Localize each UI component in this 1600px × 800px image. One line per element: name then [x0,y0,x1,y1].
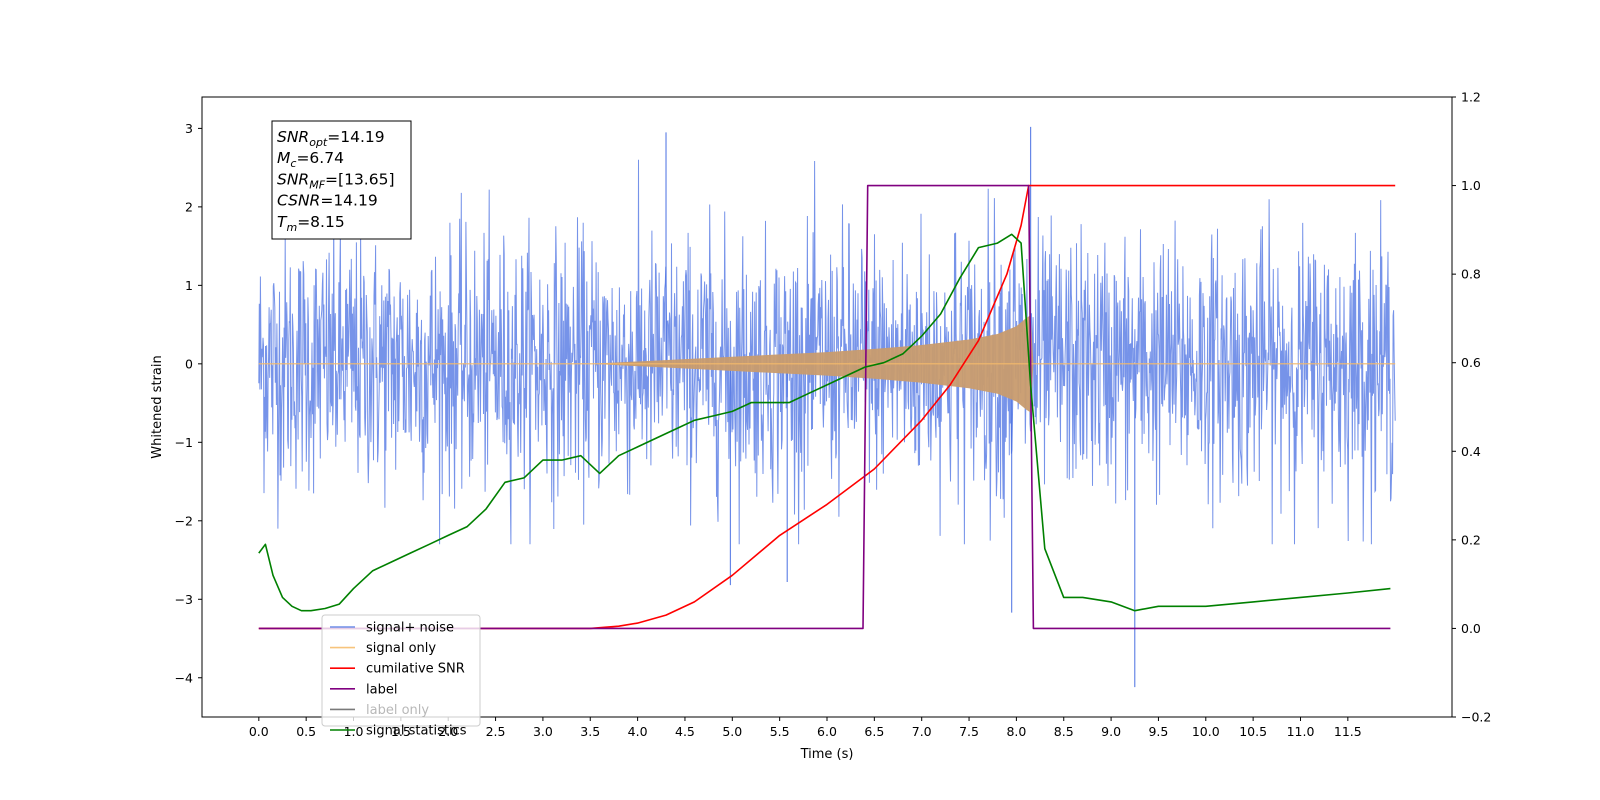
x-tick-label: 8.0 [1006,724,1026,739]
y-right-tick-label: 0.4 [1461,444,1481,459]
x-tick-label: 1.5 [391,724,411,739]
annotation-line: SNRMF=[13.65] [277,170,395,191]
annotation-box-frame [271,120,412,240]
y-left-tick-label: −4 [175,670,193,685]
annotation-line: Tm=8.15 [277,213,345,234]
x-tick-label: 9.0 [1101,724,1121,739]
y-axis-label-left: Whitened strain [150,355,165,458]
x-tick-label: 3.0 [533,724,553,739]
x-tick-label: 0.0 [249,724,269,739]
series-cumilative-snr-line [258,184,1396,630]
data-layer [258,126,1396,688]
x-tick-label: 9.5 [1148,724,1168,739]
annotation-box: SNRopt=14.19Mc=6.74SNRMF=[13.65]CSNR=14.… [271,120,412,240]
x-tick-label: 6.5 [864,724,884,739]
series-label-line [258,184,1391,630]
legend-frame [321,614,481,727]
series-signal-statistics-line [258,233,1391,612]
x-tick-label: 5.5 [770,724,790,739]
x-tick-label: 8.5 [1054,724,1074,739]
x-tick-label: 11.0 [1287,724,1315,739]
legend: signal+ noise signal only cumilative SNR la… [321,614,481,739]
x-tick-label: 7.5 [959,724,979,739]
series-signal-noise-line [258,159,1396,545]
annotation-line: CSNR=14.19 [277,192,378,210]
x-axis-label: Time (s) [800,747,854,762]
x-tick-label: 1.0 [344,724,364,739]
legend-label-signal-only: signal only [366,641,436,656]
x-tick-label: 10.5 [1239,724,1267,739]
x-tick-label: 4.0 [628,724,648,739]
x-tick-label: 5.0 [722,724,742,739]
annotation-line: Mc=6.74 [277,149,344,170]
x-tick-label: 10.0 [1192,724,1220,739]
y-left-tick-label: 3 [185,121,193,136]
legend-label-cumilative-snr: cumilative SNR [366,662,465,677]
x-tick-label: 3.5 [580,724,600,739]
y-right-tick-label: 0.6 [1461,355,1481,370]
x-tick-label: 6.0 [817,724,837,739]
x-tick-label: 11.5 [1334,724,1362,739]
x-tick-label: 7.0 [912,724,932,739]
y-right-tick-label: 0.8 [1461,267,1481,282]
x-tick-label: 4.5 [675,724,695,739]
legend-label-label-only: label only [366,703,429,718]
y-left-tick-label: −3 [175,592,193,607]
y-left-tick-label: 0 [185,356,193,371]
legend-label-signal-statistics: signal statistics [366,724,467,739]
x-tick-label: 2.5 [486,724,506,739]
y-right-tick-label: 0.2 [1461,532,1481,547]
y-right-tick-label: 1.2 [1461,90,1481,105]
axis-layer: 0.0 0.5 1.0 1.5 2.0 2.5 3.0 3.5 4.0 4.5 5.0 5.5 6.0 6… [175,90,1492,740]
x-tick-label: 0.5 [296,724,316,739]
y-left-tick-label: −2 [175,513,193,528]
y-left-tick-label: 1 [185,278,193,293]
annotation-line: SNRopt=14.19 [277,128,385,149]
y-right-tick-label: 0.0 [1461,621,1481,636]
y-right-tick-label: −0.2 [1461,710,1491,725]
legend-label-signal-noise: signal+ noise [366,621,454,636]
y-left-tick-label: −1 [175,435,193,450]
x-tick-label: 2.0 [438,724,458,739]
y-left-tick-label: 2 [185,199,193,214]
y-right-tick-label: 1.0 [1461,178,1481,193]
legend-label-label: label [366,682,397,697]
